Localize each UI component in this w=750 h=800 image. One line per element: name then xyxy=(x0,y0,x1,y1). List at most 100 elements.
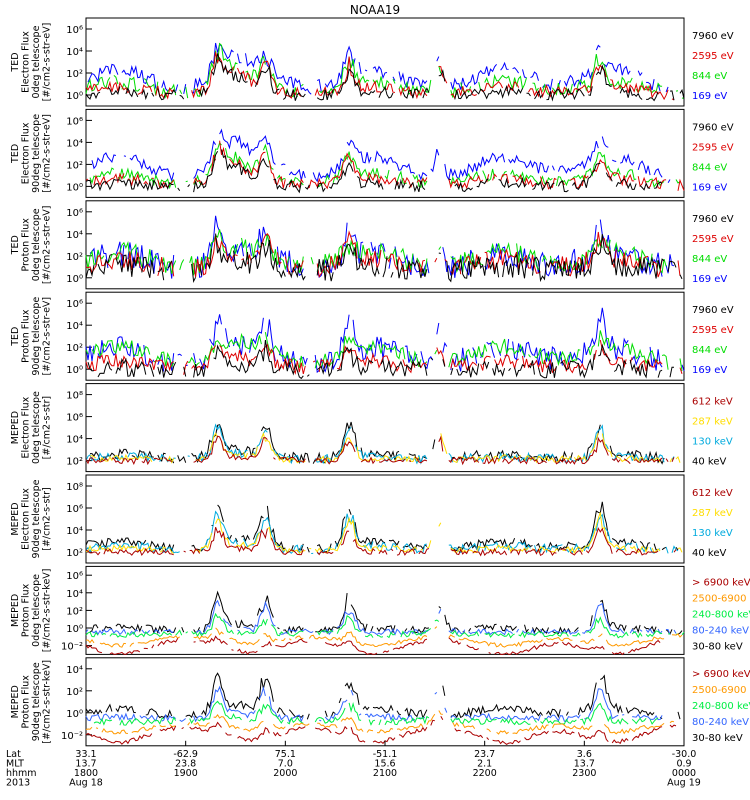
legend-entry: 130 keV xyxy=(692,437,733,448)
y-axis-title-line: 0deg telescope xyxy=(31,391,42,464)
panel-meped-e-90: 10² 10⁴ 10⁶ 10⁸ MEPED Electron Flux 90deg tele… xyxy=(10,474,733,564)
series-0-line xyxy=(85,672,681,720)
x-row-label: hhmm xyxy=(6,768,37,779)
panel-frame xyxy=(85,17,685,107)
y-tick-label: 10⁰ xyxy=(66,274,83,285)
x-tick-label: 33.1 xyxy=(75,749,96,760)
y-axis-title-line: Electron Flux xyxy=(21,488,32,550)
legend-entry: 40 keV xyxy=(692,548,726,559)
chart-title: NOAA19 xyxy=(350,3,400,17)
panel-ted-e-90: 10⁰ 10² 10⁴ 10⁶ TED Electron Flux 90deg telesc… xyxy=(10,108,734,198)
y-axis-title-line: MEPED xyxy=(10,594,21,627)
y-axis-title-line: MEPED xyxy=(10,502,21,535)
x-tick-label: 1800 xyxy=(74,768,98,779)
panel-frame xyxy=(85,291,685,381)
y-tick-label: 10⁶ xyxy=(66,571,83,582)
y-axis-title-line: TED xyxy=(10,327,21,347)
y-tick-label: 10⁶ xyxy=(66,299,83,310)
panel-ted-p-0: 10⁰ 10² 10⁴ 10⁶ TED Proton Flux 0deg telescope… xyxy=(10,200,734,290)
x-tick-label: 7.0 xyxy=(278,758,293,769)
y-axis-title-line: [#/cm2-s-str-keV] xyxy=(42,568,53,652)
legend-entry: 240-800 keV xyxy=(692,701,750,712)
y-tick-label: 10⁻² xyxy=(61,642,83,653)
legend-entry: 240-800 keV xyxy=(692,609,750,620)
x-tick-label: 75.1 xyxy=(275,749,296,760)
y-axis-title: MEPED Proton Flux 0deg telescope [#/cm2-s-s… xyxy=(10,568,53,652)
y-axis-title: TED Electron Flux 0deg telescope [#/cm2-s-s… xyxy=(10,23,53,102)
y-axis-title: MEPED Electron Flux 90deg telescope [#/cm2-… xyxy=(10,479,53,558)
y-axis-title-line: 0deg telescope xyxy=(31,208,42,281)
x-row-label: Lat xyxy=(6,749,21,760)
legend-entry: > 6900 keV xyxy=(692,577,750,588)
y-axis-title-line: TED xyxy=(10,52,21,72)
y-tick-label: 10⁰ xyxy=(66,624,83,635)
y-tick-label: 10⁰ xyxy=(66,182,83,193)
series-3-line xyxy=(86,711,682,735)
x-tick-label: 13.7 xyxy=(574,758,595,769)
legend-entry: 169 eV xyxy=(692,365,727,376)
y-axis-title-line: 90deg telescope xyxy=(31,479,42,558)
y-tick-label: 10² xyxy=(66,606,83,617)
x-tick-label: 2.1 xyxy=(477,758,492,769)
y-axis-title: TED Electron Flux 90deg telescope [#/cm2-s-… xyxy=(10,114,53,193)
x-tick-label: 3.6 xyxy=(577,749,592,760)
y-tick-label: 10⁶ xyxy=(66,116,83,127)
x-tick-label: -62.9 xyxy=(173,749,198,760)
y-tick-label: 10² xyxy=(66,160,83,171)
series-2-line xyxy=(85,512,683,555)
y-tick-label: 10⁴ xyxy=(66,47,83,58)
legend-entry: 169 eV xyxy=(692,91,727,102)
legend-entry: 169 eV xyxy=(692,182,727,193)
legend-entry: 7960 eV xyxy=(692,214,734,225)
y-tick-label: 10² xyxy=(66,252,83,263)
x-tick-label: -51.1 xyxy=(373,749,398,760)
panel-meped-p-90: 10⁻² 10⁰ 10² 10⁴ MEPED Proton Flux 90deg teles… xyxy=(10,657,750,746)
y-axis-title-line: [#/cm2-s-str-eV] xyxy=(42,297,53,376)
series-0-line xyxy=(91,128,671,183)
panel-frame xyxy=(85,474,685,564)
y-axis-title-line: 90deg telescope xyxy=(31,662,42,741)
series-1-line xyxy=(86,687,680,721)
x-tick-label: 2200 xyxy=(473,768,497,779)
legend-entry: 612 keV xyxy=(692,397,733,408)
legend-entry: 30-80 keV xyxy=(692,641,743,652)
x-tick-label: 23.8 xyxy=(175,758,196,769)
y-tick-label: 10⁴ xyxy=(66,526,83,537)
legend-entry: > 6900 keV xyxy=(692,669,750,680)
y-tick-label: 10⁴ xyxy=(66,321,83,332)
panel-ted-p-90: 10⁰ 10² 10⁴ 10⁶ TED Proton Flux 90deg telescop… xyxy=(10,291,734,381)
y-axis-title-line: [#/cm2-s-str-eV] xyxy=(42,205,53,284)
x-tick-label: 15.6 xyxy=(374,758,395,769)
legend-entry: 287 keV xyxy=(692,508,733,519)
series-3-line xyxy=(85,53,685,102)
y-tick-label: 10⁴ xyxy=(66,589,83,600)
panel-frame xyxy=(85,108,685,198)
legend-entry: 80-240 keV xyxy=(692,717,749,728)
x-tick-label: 2300 xyxy=(572,768,596,779)
x-tick-label: -30.0 xyxy=(672,749,697,760)
y-tick-label: 10⁻² xyxy=(61,731,83,742)
series-0-line xyxy=(89,590,683,636)
legend-entry: 7960 eV xyxy=(692,305,734,316)
y-tick-label: 10⁶ xyxy=(66,208,83,219)
legend-entry: 2595 eV xyxy=(692,51,734,62)
legend-entry: 287 keV xyxy=(692,417,733,428)
y-axis-title-line: Electron Flux xyxy=(21,122,32,184)
y-tick-label: 10⁶ xyxy=(66,504,83,515)
y-axis-title-line: 0deg telescope xyxy=(31,574,42,647)
y-axis-title-line: [#/cm2-s-str-keV] xyxy=(42,660,53,744)
legend-entry: 169 eV xyxy=(692,274,727,285)
y-tick-label: 10² xyxy=(66,457,83,468)
y-axis-title: MEPED Proton Flux 90deg telescope [#/cm2-s-… xyxy=(10,660,53,744)
y-axis-title-line: MEPED xyxy=(10,411,21,444)
y-tick-label: 10⁴ xyxy=(66,435,83,446)
y-tick-label: 10⁴ xyxy=(66,138,83,149)
y-tick-label: 10⁶ xyxy=(66,413,83,424)
x-row-label: MLT xyxy=(6,758,24,769)
panel-frame xyxy=(85,200,685,290)
legend-entry: 2500-6900 xyxy=(692,685,747,696)
x-tick-label: 23.7 xyxy=(474,749,495,760)
legend-entry: 844 eV xyxy=(692,162,727,173)
